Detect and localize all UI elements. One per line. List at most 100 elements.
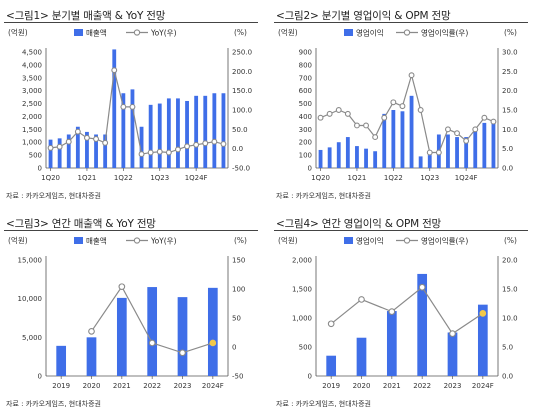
right-tick-label: 0.0 xyxy=(502,373,513,381)
right-tick-label: 150 xyxy=(232,257,245,265)
left-tick-label: 0 xyxy=(308,165,312,173)
line-point xyxy=(47,144,54,151)
bar xyxy=(86,337,97,376)
x-tick-label: 2024F xyxy=(472,382,494,390)
title-divider xyxy=(4,230,258,231)
bar xyxy=(148,104,153,168)
legend-line-marker xyxy=(403,29,411,36)
legend-label: 매출액 xyxy=(86,236,107,246)
left-tick-label: 10,000 xyxy=(18,295,43,303)
x-tick-label: 1Q24F xyxy=(455,174,478,182)
line-point xyxy=(202,140,209,147)
line-point xyxy=(388,308,396,315)
left-tick-label: 1,000 xyxy=(22,139,42,147)
left-tick-label: 0 xyxy=(38,373,42,381)
line-point xyxy=(65,138,72,145)
line-point xyxy=(211,138,218,145)
legend-label: 영업이익률(우) xyxy=(421,236,468,246)
line-point xyxy=(220,141,227,147)
bar xyxy=(386,311,397,376)
line-point xyxy=(426,149,433,156)
left-tick-label: 600 xyxy=(299,87,312,95)
line-point xyxy=(372,134,379,141)
bar xyxy=(221,93,226,168)
bar xyxy=(427,155,432,168)
bar xyxy=(355,146,359,168)
right-tick-label: 200.0 xyxy=(232,68,252,76)
line-point xyxy=(326,110,333,117)
bar xyxy=(391,110,396,168)
chart-svg: (억원) (%) 영업이익 영업이익률(우) 0 500 1,000 1,500 2,000 0.… xyxy=(278,236,518,391)
right-tick-label: 20.0 xyxy=(502,257,518,265)
line-point xyxy=(417,107,424,113)
line-point xyxy=(490,118,497,125)
x-tick-label: 2019 xyxy=(322,382,340,390)
line-point xyxy=(209,339,217,347)
bar xyxy=(130,89,135,168)
bar xyxy=(85,131,89,168)
legend-line-marker xyxy=(403,237,411,244)
bar xyxy=(56,345,67,376)
bar xyxy=(326,355,337,376)
left-axis-unit: (억원) xyxy=(278,236,298,245)
bar xyxy=(400,111,405,168)
legend-bar-swatch xyxy=(344,29,353,36)
right-tick-label: 20.0 xyxy=(502,87,518,95)
bar xyxy=(446,134,450,168)
x-tick-label: 1Q24F xyxy=(185,174,208,182)
bar xyxy=(417,273,428,376)
panel-title: <그림4> 연간 영업이익 & OPM 전망 xyxy=(276,218,442,230)
bar xyxy=(345,137,350,168)
left-tick-label: 1,500 xyxy=(292,286,312,294)
left-tick-label: 5,000 xyxy=(22,334,42,342)
left-tick-label: 2,500 xyxy=(22,100,42,108)
right-tick-label: 50.0 xyxy=(232,126,248,134)
line-point xyxy=(317,114,324,121)
legend-line-marker xyxy=(133,237,141,244)
chart-panel-annual-op: <그림4> 연간 영업이익 & OPM 전망 (억원) (%) 영업이익 영업이익률(… xyxy=(272,214,534,414)
source-note: 자료 : 카카오게임즈, 현대차증권 xyxy=(276,400,371,408)
left-tick-label: 500 xyxy=(299,100,312,108)
bar xyxy=(103,134,108,168)
line-point xyxy=(129,103,136,110)
panel-title: <그림2> 분기별 영업이익 & OPM 전망 xyxy=(276,10,451,22)
line-point xyxy=(454,130,461,137)
bar xyxy=(207,287,218,376)
left-tick-label: 100 xyxy=(299,152,312,160)
bar xyxy=(157,103,162,168)
right-tick-label: 0.0 xyxy=(502,165,513,173)
legend: 영업이익 영업이익률(우) xyxy=(344,236,468,246)
chart-panel-quarterly-sales: <그림1> 분기별 매출액 & YoY 전망 (억원) (%) 매출액 YoY(우) 0… xyxy=(2,6,264,206)
left-tick-label: 500 xyxy=(29,152,42,160)
line-point xyxy=(156,148,163,155)
legend-label: 영업이익 xyxy=(356,28,384,38)
left-tick-label: 2,000 xyxy=(22,113,42,121)
right-tick-label: 5.0 xyxy=(502,145,513,153)
line-point xyxy=(148,339,156,347)
left-tick-label: 800 xyxy=(299,61,312,69)
bar xyxy=(203,95,208,168)
bar xyxy=(94,134,98,168)
legend-bar-swatch xyxy=(74,237,83,244)
panel-title: <그림1> 분기별 매출액 & YoY 전망 xyxy=(6,10,166,22)
line-point xyxy=(88,327,95,335)
right-tick-label: 5.0 xyxy=(502,344,513,352)
line-point xyxy=(147,149,154,156)
line-point xyxy=(479,310,487,317)
line-point xyxy=(435,149,442,156)
bar xyxy=(112,49,117,168)
bar xyxy=(473,130,478,168)
bar xyxy=(194,95,199,168)
line-point xyxy=(381,114,388,121)
line-point xyxy=(327,320,335,328)
legend-label: YoY(우) xyxy=(150,29,177,38)
right-tick-label: 30.0 xyxy=(502,49,518,57)
right-tick-label: 100.0 xyxy=(232,107,252,115)
x-tick-label: 2024F xyxy=(202,382,224,390)
x-tick-label: 1Q22 xyxy=(384,174,403,182)
right-axis-unit: (%) xyxy=(504,236,517,245)
left-axis-unit: (억원) xyxy=(278,28,298,37)
line-point xyxy=(390,99,397,106)
bar xyxy=(57,138,62,168)
x-tick-label: 1Q23 xyxy=(420,174,439,182)
